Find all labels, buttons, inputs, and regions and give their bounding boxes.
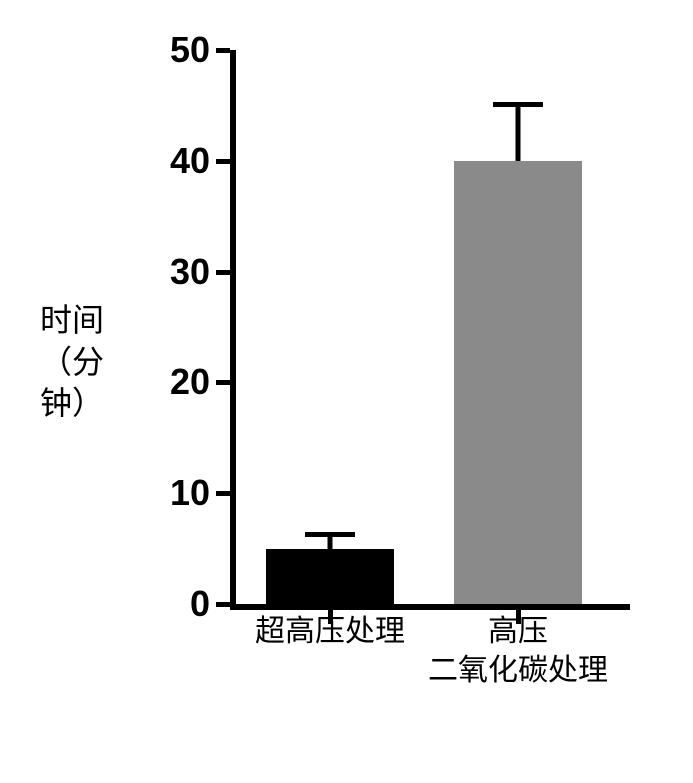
y-tick-label: 20 xyxy=(140,364,210,400)
y-tick xyxy=(216,270,230,275)
y-tick-label: 50 xyxy=(140,32,210,68)
y-tick-label: 10 xyxy=(140,475,210,511)
y-tick xyxy=(216,602,230,607)
error-bar-cap xyxy=(493,102,543,107)
bar-chart: 01020304050 时间（分钟） 超高压处理高压二氧化碳处理 xyxy=(30,30,663,753)
y-axis-line xyxy=(230,50,236,610)
x-category-label: 超高压处理 xyxy=(220,612,440,651)
x-axis-line xyxy=(230,604,630,610)
y-tick xyxy=(216,491,230,496)
y-tick xyxy=(216,380,230,385)
bar xyxy=(454,161,582,604)
y-tick-label: 40 xyxy=(140,143,210,179)
error-bar-cap xyxy=(305,532,355,537)
bar xyxy=(266,549,394,604)
y-tick-label: 30 xyxy=(140,254,210,290)
y-tick xyxy=(216,159,230,164)
error-bar-stem xyxy=(328,535,333,548)
y-tick-label: 0 xyxy=(140,586,210,622)
y-tick xyxy=(216,48,230,53)
y-axis-label: 时间（分钟） xyxy=(40,300,120,425)
bar-fill xyxy=(454,161,582,604)
plot-area: 01020304050 时间（分钟） xyxy=(230,50,630,610)
bar-fill xyxy=(266,549,394,604)
error-bar-stem xyxy=(516,105,521,160)
x-category-label: 高压二氧化碳处理 xyxy=(408,612,628,690)
